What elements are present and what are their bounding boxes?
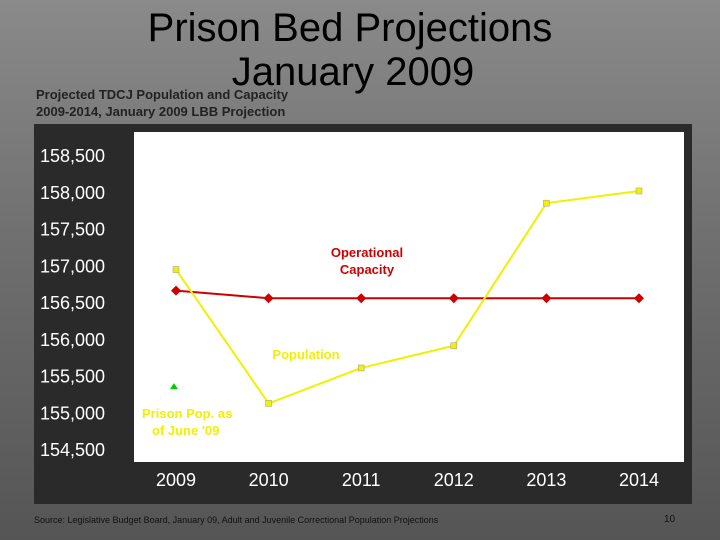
data-label: 155,891 bbox=[424, 351, 475, 367]
title-line-1: Prison Bed Projections bbox=[147, 6, 553, 50]
x-tick-label: 2013 bbox=[526, 470, 566, 490]
data-label: 156,641 bbox=[147, 303, 198, 319]
series-label-population: Population bbox=[272, 347, 339, 362]
prison-pop-value: 155,329 bbox=[184, 379, 245, 398]
plot-background bbox=[134, 132, 684, 462]
data-label: 157,997 bbox=[612, 163, 663, 179]
data-point bbox=[171, 285, 181, 296]
series-label-capacity-2: Capacity bbox=[340, 262, 395, 277]
subtitle-line-2: 2009-2014, January 2009 LBB Projection bbox=[36, 104, 286, 119]
y-tick-label: 158,000 bbox=[40, 183, 105, 203]
data-point bbox=[265, 400, 272, 407]
title-line-2: January 2009 bbox=[231, 50, 475, 94]
data-label: 156,928 bbox=[147, 238, 198, 254]
series-line-1 bbox=[175, 189, 640, 405]
data-label: 156,538 bbox=[617, 311, 668, 327]
series-line-0 bbox=[175, 289, 639, 300]
x-tick-label: 2012 bbox=[434, 470, 474, 490]
prison-pop-label-1: Prison Pop. as bbox=[142, 406, 232, 421]
data-point bbox=[263, 293, 274, 304]
data-point bbox=[172, 266, 180, 273]
y-tick-label: 155,000 bbox=[40, 403, 105, 423]
data-point bbox=[635, 187, 643, 195]
data-point bbox=[541, 293, 552, 304]
y-tick-label: 156,000 bbox=[40, 330, 105, 350]
data-point bbox=[448, 293, 459, 304]
x-tick-label: 2009 bbox=[156, 470, 196, 490]
data-label: 155,589 bbox=[334, 377, 385, 393]
y-tick-label: 157,500 bbox=[40, 220, 105, 240]
data-point bbox=[634, 293, 644, 304]
x-tick-label: 2011 bbox=[342, 470, 381, 490]
data-point bbox=[357, 364, 365, 372]
prison-pop-marker bbox=[170, 383, 178, 390]
page-number: 10 bbox=[664, 514, 676, 525]
page-title: Prison Bed Projections January 2009 bbox=[0, 6, 700, 94]
source-note: Source: Legislative Budget Board, Januar… bbox=[34, 515, 439, 525]
data-label: 155,107 bbox=[239, 414, 290, 430]
x-tick-label: 2010 bbox=[249, 470, 289, 490]
data-point bbox=[450, 342, 458, 350]
y-tick-label: 155,500 bbox=[40, 367, 105, 387]
x-tick-label: 2014 bbox=[619, 470, 659, 490]
series-label-capacity-1: Operational bbox=[331, 245, 403, 260]
y-tick-label: 158,500 bbox=[40, 146, 105, 166]
data-point bbox=[543, 199, 550, 207]
prison-pop-label-2: of June '09 bbox=[152, 423, 219, 438]
subtitle-line-1: Projected TDCJ Population and Capacity bbox=[36, 87, 289, 102]
data-label: 157,831 bbox=[510, 171, 561, 187]
y-tick-label: 154,500 bbox=[40, 440, 105, 460]
y-tick-label: 156,500 bbox=[40, 293, 105, 313]
chart-subtitle: Projected TDCJ Population and Capacity 2… bbox=[36, 86, 288, 120]
data-point bbox=[356, 293, 367, 304]
y-tick-label: 157,000 bbox=[40, 256, 105, 276]
chart-svg: 158,500 158,000 157,500 157,000 156,500 156,0… bbox=[40, 132, 684, 490]
chart-area: 158,500 158,000 157,500 157,000 156,500 156,0… bbox=[34, 124, 692, 504]
